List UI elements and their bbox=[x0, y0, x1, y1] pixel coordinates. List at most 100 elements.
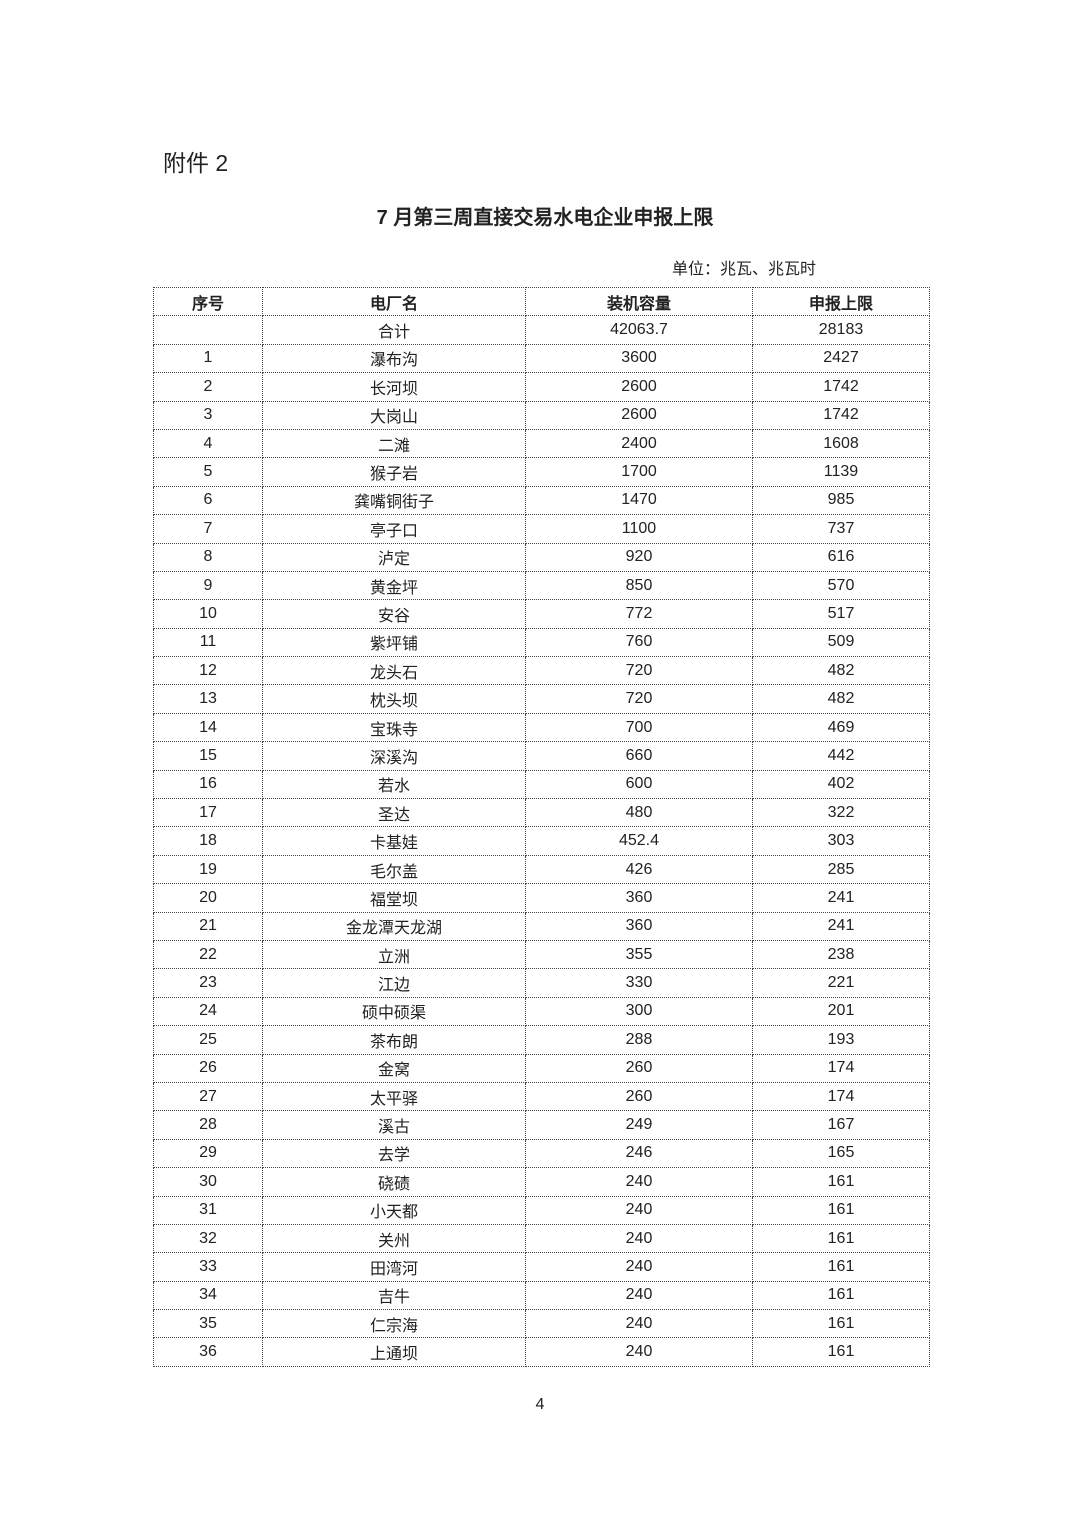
capacity: 260 bbox=[525, 1053, 753, 1083]
capacity: 1700 bbox=[525, 457, 753, 487]
table-row: 10 安谷 772 517 bbox=[153, 599, 930, 629]
table-row: 34 吉牛 240 161 bbox=[153, 1280, 930, 1311]
plant-name: 瀑布沟 bbox=[262, 343, 526, 374]
row-index: 4 bbox=[153, 428, 263, 459]
capacity: 240 bbox=[525, 1223, 753, 1254]
declared-limit: 161 bbox=[752, 1309, 930, 1339]
row-index: 34 bbox=[153, 1280, 263, 1311]
declared-limit: 570 bbox=[752, 570, 930, 601]
table-row: 7 亭子口 1100 737 bbox=[153, 514, 930, 544]
capacity: 452.4 bbox=[525, 826, 753, 856]
row-index: 16 bbox=[153, 769, 263, 800]
declared-limit: 165 bbox=[752, 1138, 930, 1169]
row-index: 3 bbox=[153, 400, 263, 430]
row-index: 11 bbox=[153, 627, 263, 658]
plant-name: 紫坪铺 bbox=[262, 627, 526, 658]
capacity: 1470 bbox=[525, 485, 753, 516]
table-row: 4 二滩 2400 1608 bbox=[153, 428, 930, 459]
row-index: 22 bbox=[153, 939, 263, 970]
plant-name: 吉牛 bbox=[262, 1280, 526, 1311]
plant-name: 亭子口 bbox=[262, 514, 526, 544]
plant-name: 大岗山 bbox=[262, 400, 526, 430]
table-row: 19 毛尔盖 426 285 bbox=[153, 854, 930, 885]
row-index: 27 bbox=[153, 1081, 263, 1112]
plant-name: 硗碛 bbox=[262, 1167, 526, 1197]
plant-name: 龙头石 bbox=[262, 656, 526, 686]
plant-name: 溪古 bbox=[262, 1110, 526, 1140]
plant-name: 龚嘴铜街子 bbox=[262, 485, 526, 516]
declared-limit: 322 bbox=[752, 798, 930, 828]
row-index: 10 bbox=[153, 599, 263, 629]
plant-name: 去学 bbox=[262, 1138, 526, 1169]
row-index: 30 bbox=[153, 1167, 263, 1197]
declared-limit: 161 bbox=[752, 1280, 930, 1311]
declared-limit: 517 bbox=[752, 599, 930, 629]
plant-name: 若水 bbox=[262, 769, 526, 800]
row-index: 32 bbox=[153, 1223, 263, 1254]
capacity: 240 bbox=[525, 1252, 753, 1282]
declared-limit: 2427 bbox=[752, 343, 930, 374]
table-row: 24 硕中硕渠 300 201 bbox=[153, 996, 930, 1027]
row-index: 26 bbox=[153, 1053, 263, 1083]
plant-name: 小天都 bbox=[262, 1195, 526, 1225]
declared-limit: 442 bbox=[752, 741, 930, 771]
capacity: 246 bbox=[525, 1138, 753, 1169]
row-index: 23 bbox=[153, 968, 263, 998]
row-index: 12 bbox=[153, 656, 263, 686]
table-header-row: 序号 电厂名 装机容量 申报上限 bbox=[153, 286, 930, 317]
table-row: 23 江边 330 221 bbox=[153, 968, 930, 998]
declared-limit: 482 bbox=[752, 684, 930, 714]
capacity: 360 bbox=[525, 911, 753, 941]
row-index: 1 bbox=[153, 343, 263, 374]
table-row: 17 圣达 480 322 bbox=[153, 798, 930, 828]
table-row: 25 茶布朗 288 193 bbox=[153, 1025, 930, 1055]
plant-name: 关州 bbox=[262, 1223, 526, 1254]
declared-limit: 469 bbox=[752, 712, 930, 743]
plant-name: 猴子岩 bbox=[262, 457, 526, 487]
capacity: 480 bbox=[525, 798, 753, 828]
header-limit: 申报上限 bbox=[752, 286, 930, 317]
table-row: 27 太平驿 260 174 bbox=[153, 1081, 930, 1112]
table-row: 14 宝珠寺 700 469 bbox=[153, 712, 930, 743]
row-index: 36 bbox=[153, 1337, 263, 1367]
capacity: 850 bbox=[525, 570, 753, 601]
declared-limit: 1139 bbox=[752, 457, 930, 487]
table-row: 21 金龙潭天龙湖 360 241 bbox=[153, 911, 930, 941]
row-index: 18 bbox=[153, 826, 263, 856]
plant-name: 二滩 bbox=[262, 428, 526, 459]
capacity: 700 bbox=[525, 712, 753, 743]
total-capacity: 42063.7 bbox=[525, 315, 753, 345]
plant-name: 金龙潭天龙湖 bbox=[262, 911, 526, 941]
declared-limit: 174 bbox=[752, 1081, 930, 1112]
declared-limit: 285 bbox=[752, 854, 930, 885]
table-row: 30 硗碛 240 161 bbox=[153, 1167, 930, 1197]
declared-limit: 482 bbox=[752, 656, 930, 686]
table-row: 18 卡基娃 452.4 303 bbox=[153, 826, 930, 856]
table-row: 35 仁宗海 240 161 bbox=[153, 1309, 930, 1339]
row-index: 29 bbox=[153, 1138, 263, 1169]
plant-name: 福堂坝 bbox=[262, 883, 526, 913]
plant-name: 长河坝 bbox=[262, 372, 526, 402]
table-row: 22 立洲 355 238 bbox=[153, 939, 930, 970]
capacity: 240 bbox=[525, 1280, 753, 1311]
declared-limit: 161 bbox=[752, 1223, 930, 1254]
row-index: 28 bbox=[153, 1110, 263, 1140]
plant-name: 上通坝 bbox=[262, 1337, 526, 1367]
plant-name: 太平驿 bbox=[262, 1081, 526, 1112]
capacity: 240 bbox=[525, 1167, 753, 1197]
total-row: 合计 42063.7 28183 bbox=[153, 315, 930, 345]
table-row: 29 去学 246 165 bbox=[153, 1138, 930, 1169]
capacity: 426 bbox=[525, 854, 753, 885]
capacity: 240 bbox=[525, 1337, 753, 1367]
declared-limit: 1608 bbox=[752, 428, 930, 459]
row-index: 25 bbox=[153, 1025, 263, 1055]
row-index: 2 bbox=[153, 372, 263, 402]
declared-limit: 241 bbox=[752, 911, 930, 941]
row-index: 20 bbox=[153, 883, 263, 913]
declared-limit: 161 bbox=[752, 1195, 930, 1225]
row-index: 8 bbox=[153, 542, 263, 572]
total-label: 合计 bbox=[262, 315, 526, 345]
capacity: 240 bbox=[525, 1309, 753, 1339]
capacity: 1100 bbox=[525, 514, 753, 544]
capacity: 2600 bbox=[525, 372, 753, 402]
